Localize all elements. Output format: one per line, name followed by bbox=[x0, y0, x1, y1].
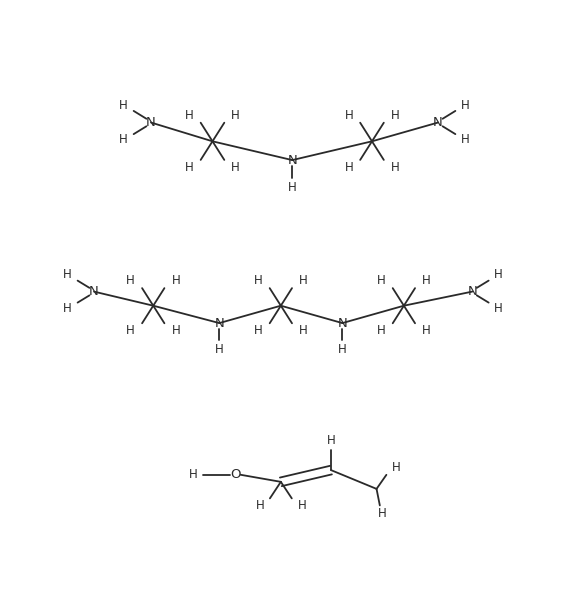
Text: H: H bbox=[495, 302, 503, 315]
Text: H: H bbox=[422, 325, 431, 337]
Text: O: O bbox=[230, 468, 240, 481]
Text: H: H bbox=[298, 500, 306, 512]
Text: H: H bbox=[391, 109, 400, 121]
Text: H: H bbox=[185, 161, 193, 174]
Text: H: H bbox=[215, 343, 223, 356]
Text: H: H bbox=[377, 274, 386, 287]
Text: H: H bbox=[63, 268, 72, 281]
Text: H: H bbox=[231, 109, 240, 121]
Text: H: H bbox=[326, 434, 335, 448]
Text: N: N bbox=[338, 317, 348, 329]
Text: N: N bbox=[288, 154, 297, 167]
Text: H: H bbox=[377, 325, 386, 337]
Text: H: H bbox=[231, 161, 240, 174]
Text: N: N bbox=[215, 317, 224, 329]
Text: H: H bbox=[63, 302, 72, 315]
Text: H: H bbox=[391, 161, 400, 174]
Text: H: H bbox=[126, 274, 135, 287]
Text: H: H bbox=[189, 468, 198, 481]
Text: H: H bbox=[392, 461, 401, 474]
Text: H: H bbox=[185, 109, 193, 121]
Text: H: H bbox=[256, 500, 264, 512]
Text: H: H bbox=[119, 99, 128, 112]
Text: H: H bbox=[338, 343, 347, 356]
Text: H: H bbox=[119, 133, 128, 146]
Text: H: H bbox=[254, 274, 263, 287]
Text: H: H bbox=[377, 508, 386, 520]
Text: H: H bbox=[172, 325, 180, 337]
Text: H: H bbox=[461, 133, 470, 146]
Text: H: H bbox=[461, 99, 470, 112]
Text: H: H bbox=[422, 274, 431, 287]
Text: H: H bbox=[172, 274, 180, 287]
Text: N: N bbox=[146, 116, 156, 129]
Text: H: H bbox=[345, 161, 353, 174]
Text: H: H bbox=[126, 325, 135, 337]
Text: H: H bbox=[495, 268, 503, 281]
Text: H: H bbox=[345, 109, 353, 121]
Text: H: H bbox=[254, 325, 263, 337]
Text: N: N bbox=[467, 285, 477, 298]
Text: H: H bbox=[299, 325, 308, 337]
Text: N: N bbox=[89, 285, 99, 298]
Text: N: N bbox=[433, 116, 443, 129]
Text: H: H bbox=[299, 274, 308, 287]
Text: H: H bbox=[288, 181, 296, 194]
